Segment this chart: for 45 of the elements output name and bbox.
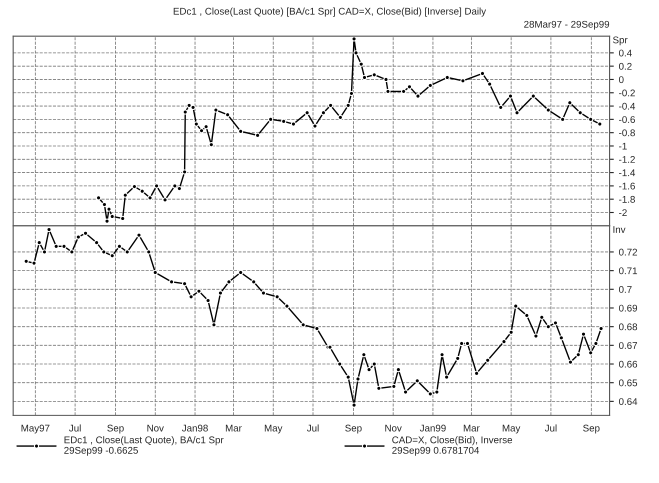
- y-tick-label: 0.7: [618, 286, 632, 293]
- x-tick-label: Sep: [345, 424, 362, 434]
- x-tick-label: May97: [22, 424, 50, 434]
- y-tick-label: -1: [619, 142, 627, 150]
- x-tick-label: Mar: [226, 424, 242, 432]
- y-axis-title: Inv: [613, 226, 626, 233]
- x-tick-label: Sep: [107, 424, 124, 434]
- chart-title: EDc1 , Close(Last Quote) [BA/c1 Spr] CAD=X, Close(Bid) [Inverse] Daily: [174, 8, 486, 17]
- y-tick-label: 0.68: [618, 323, 638, 330]
- y-tick-label: 0.66: [618, 360, 638, 368]
- x-tick-label: Jan99: [420, 424, 446, 432]
- y-tick-label: -0.2: [619, 90, 635, 96]
- x-tick-label: May: [264, 424, 282, 434]
- y-tick-label: 0.4: [618, 50, 632, 56]
- y-tick-label: 0.72: [618, 248, 638, 256]
- legend-label: CAD=X, Close(Bid), Inverse: [392, 436, 512, 446]
- x-tick-label: Jan98: [182, 424, 208, 432]
- legend-label: EDc1 , Close(Last Quote), BA/c1 Spr: [64, 436, 224, 446]
- x-tick-label: Nov: [147, 424, 164, 432]
- y-tick-label: 0.69: [618, 304, 638, 312]
- y-tick-label: -1.6: [619, 182, 635, 190]
- y-tick-label: -1.4: [619, 169, 636, 176]
- x-tick-label: Nov: [385, 424, 402, 432]
- chart-subtitle: 28Mar97 - 29Sep99: [524, 20, 610, 30]
- text: 29Sep99 0.6781704: [392, 446, 480, 456]
- text: 29Sep99 -0.6625: [64, 446, 138, 456]
- y-axis-title: Spr: [613, 36, 628, 46]
- x-tick-label: Sep: [583, 424, 600, 434]
- y-tick-label: 0: [618, 76, 624, 84]
- x-tick-label: Jul: [69, 424, 81, 432]
- y-tick-label: 0.64: [618, 398, 638, 405]
- y-tick-label: -0.8: [619, 129, 635, 136]
- y-tick-label: -0.6: [619, 116, 635, 123]
- y-tick-label: -0.4: [619, 102, 636, 110]
- x-tick-label: Jul: [544, 424, 556, 432]
- y-tick-label: -2: [619, 209, 627, 216]
- x-tick-label: May: [502, 424, 520, 434]
- x-tick-label: Jul: [306, 424, 319, 432]
- x-tick-label: Mar: [464, 424, 480, 432]
- y-tick-label: -1.8: [619, 196, 635, 203]
- y-tick-label: -1.2: [619, 156, 635, 163]
- y-tick-label: 0.65: [618, 379, 638, 386]
- y-tick-label: 0.71: [618, 267, 638, 274]
- y-tick-label: 0.67: [618, 342, 638, 349]
- y-tick-label: 0.2: [618, 62, 632, 70]
